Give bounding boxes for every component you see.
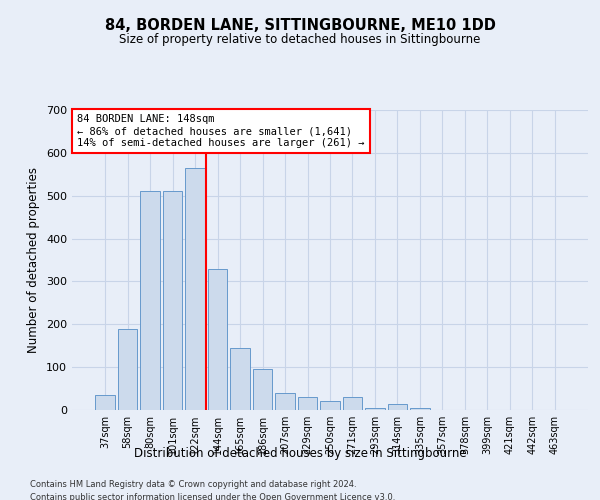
Text: Distribution of detached houses by size in Sittingbourne: Distribution of detached houses by size … (134, 448, 466, 460)
Bar (343, 397, 362, 410)
Text: Contains public sector information licensed under the Open Government Licence v3: Contains public sector information licen… (30, 492, 395, 500)
Text: 84, BORDEN LANE, SITTINGBOURNE, ME10 1DD: 84, BORDEN LANE, SITTINGBOURNE, ME10 1DD (104, 18, 496, 32)
Text: Size of property relative to detached houses in Sittingbourne: Size of property relative to detached ho… (119, 32, 481, 46)
Bar (163, 192, 182, 410)
Bar (140, 192, 160, 410)
Text: Contains HM Land Registry data © Crown copyright and database right 2024.: Contains HM Land Registry data © Crown c… (30, 480, 356, 489)
Bar (298, 397, 317, 410)
Text: 84 BORDEN LANE: 148sqm
← 86% of detached houses are smaller (1,641)
14% of semi-: 84 BORDEN LANE: 148sqm ← 86% of detached… (77, 114, 365, 148)
Bar (388, 404, 407, 410)
Bar (253, 370, 272, 410)
Bar (95, 395, 115, 410)
Bar (320, 402, 340, 410)
Bar (365, 408, 385, 410)
Bar (230, 348, 250, 410)
Bar (118, 328, 137, 410)
Bar (410, 408, 430, 410)
Bar (208, 268, 227, 410)
Y-axis label: Number of detached properties: Number of detached properties (28, 167, 40, 353)
Bar (185, 168, 205, 410)
Bar (275, 393, 295, 410)
